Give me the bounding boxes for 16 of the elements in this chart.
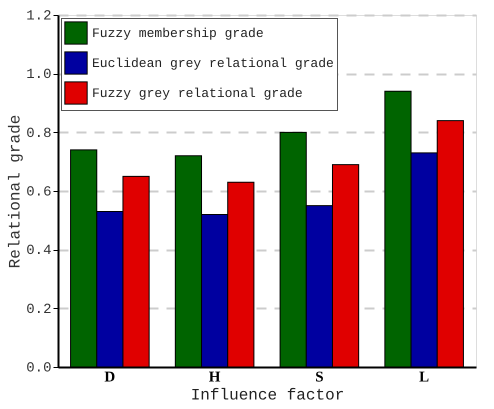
x-axis-title: Influence factor: [190, 386, 344, 404]
x-tick-label: L: [419, 370, 430, 386]
y-tick-label: 0.0: [26, 360, 52, 376]
y-tick-label: 1.2: [26, 8, 52, 24]
legend-label: Euclidean grey relational grade: [92, 56, 334, 71]
y-tick-label: 0.8: [26, 126, 52, 142]
y-axis-title: Relational grade: [6, 114, 24, 268]
x-tick-label: S: [315, 370, 324, 386]
x-tick-label: D: [104, 370, 116, 386]
y-tick-label: 1.0: [26, 67, 52, 84]
x-tick-label: H: [208, 370, 221, 386]
legend-label: Fuzzy membership grade: [92, 26, 264, 41]
y-tick-label: 0.2: [26, 302, 52, 318]
y-tick-label: 0.4: [26, 243, 52, 260]
legend-label: Fuzzy grey relational grade: [92, 86, 303, 101]
y-tick-label: 0.6: [26, 184, 52, 200]
